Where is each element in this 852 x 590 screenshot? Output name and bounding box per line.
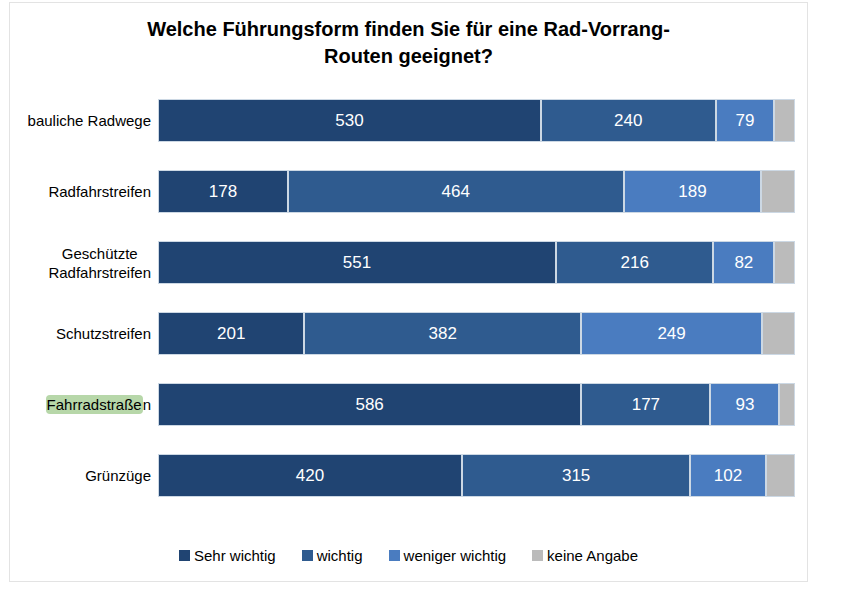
legend-label: weniger wichtig [404,547,507,564]
bar-value-label: 249 [657,324,685,344]
bar-segment-wichtig: 464 [288,170,624,213]
bar-segment-sehr-wichtig: 201 [158,312,304,355]
legend-swatch-icon [302,550,313,561]
bar-value-label: 189 [678,182,706,202]
bar-segment-wichtig: 216 [556,241,713,284]
category-label-gesch-tzte-radfahrstreifen: Geschützte Radfahrstreifen [10,241,151,284]
bar-segment-sehr-wichtig: 178 [158,170,288,213]
bar-row: Radfahrstreifen 178 464 189 [10,170,807,213]
bar-row: Geschützte Radfahrstreifen 551 216 82 [10,241,807,284]
bar-segment-sehr-wichtig: 420 [158,454,462,497]
bar-value-label: 201 [217,324,245,344]
bar-segment-weniger-wichtig: 82 [713,241,774,284]
legend: Sehr wichtig wichtig weniger wichtig keine … [10,547,807,564]
bar-value-label: 420 [296,466,324,486]
bar-track: 420 315 102 [158,454,795,497]
bar-row: Grünzüge 420 315 102 [10,454,807,497]
bar-value-label: 102 [714,466,742,486]
bar-value-label: 240 [614,111,642,131]
bar-track: 178 464 189 [158,170,795,213]
highlight-marker: Fahrradstraße [46,395,143,414]
chart-title-line-1: Welche Führungsform finden Sie für eine … [10,16,807,43]
bar-segment-sehr-wichtig: 530 [158,99,541,142]
bar-segment-keine-angabe [766,454,795,497]
bar-value-label: 315 [562,466,590,486]
bar-value-label: 82 [734,253,753,273]
bar-track: 530 240 79 [158,99,795,142]
bar-value-label: 178 [209,182,237,202]
bar-track: 201 382 249 [158,312,795,355]
bar-segment-weniger-wichtig: 249 [581,312,762,355]
bar-segment-keine-angabe [774,99,795,142]
legend-label: keine Angabe [547,547,638,564]
bar-segment-keine-angabe [779,383,795,426]
category-label-gr-nz-ge: Grünzüge [10,454,151,497]
category-label-text: Radfahrstreifen [48,182,151,201]
legend-item-wichtig: wichtig [302,547,363,564]
bar-value-label: 382 [429,324,457,344]
chart-frame: Welche Führungsform finden Sie für eine … [9,2,808,582]
category-label-radfahrstreifen: Radfahrstreifen [10,170,151,213]
bar-segment-sehr-wichtig: 586 [158,383,581,426]
legend-swatch-icon [389,550,400,561]
bar-segment-weniger-wichtig: 93 [710,383,779,426]
category-label-text: Schutzstreifen [56,324,151,343]
bar-segment-wichtig: 315 [462,454,690,497]
bar-value-label: 177 [632,395,660,415]
legend-item-weniger-wichtig: weniger wichtig [389,547,507,564]
legend-swatch-icon [179,550,190,561]
category-label-text: Fahrradstraßen [46,395,151,414]
bar-row: Fahrradstraßen 586 177 93 [10,383,807,426]
bar-segment-keine-angabe [774,241,795,284]
chart-title: Welche Führungsform finden Sie für eine … [10,16,807,70]
bar-value-label: 93 [735,395,754,415]
category-label-text: Grünzüge [85,466,151,485]
bar-value-label: 79 [735,111,754,131]
bar-segment-keine-angabe [762,312,795,355]
bar-segment-wichtig: 240 [541,99,716,142]
bar-track: 586 177 93 [158,383,795,426]
legend-label: Sehr wichtig [194,547,276,564]
bar-segment-weniger-wichtig: 189 [624,170,762,213]
bar-row: bauliche Radwege 530 240 79 [10,99,807,142]
bar-segment-sehr-wichtig: 551 [158,241,556,284]
bar-segment-keine-angabe [761,170,795,213]
bar-segment-weniger-wichtig: 102 [690,454,765,497]
legend-label: wichtig [317,547,363,564]
category-label-fahrradstra-en: Fahrradstraßen [10,383,151,426]
category-label-schutzstreifen: Schutzstreifen [10,312,151,355]
bar-value-label: 586 [355,395,383,415]
bar-track: 551 216 82 [158,241,795,284]
bar-value-label: 551 [343,253,371,273]
category-label-text: Geschützte Radfahrstreifen [48,244,151,282]
category-label-bauliche-radwege: bauliche Radwege [10,99,151,142]
bar-segment-wichtig: 177 [581,383,710,426]
category-label-text: bauliche Radwege [28,111,151,130]
chart-title-line-2: Routen geeignet? [10,43,807,70]
bar-segment-wichtig: 382 [304,312,581,355]
legend-swatch-icon [532,550,543,561]
bar-value-label: 216 [621,253,649,273]
bar-value-label: 530 [335,111,363,131]
bar-value-label: 464 [442,182,470,202]
legend-item-keine-angabe: keine Angabe [532,547,638,564]
bar-row: Schutzstreifen 201 382 249 [10,312,807,355]
legend-item-sehr-wichtig: Sehr wichtig [179,547,276,564]
bar-segment-weniger-wichtig: 79 [716,99,775,142]
